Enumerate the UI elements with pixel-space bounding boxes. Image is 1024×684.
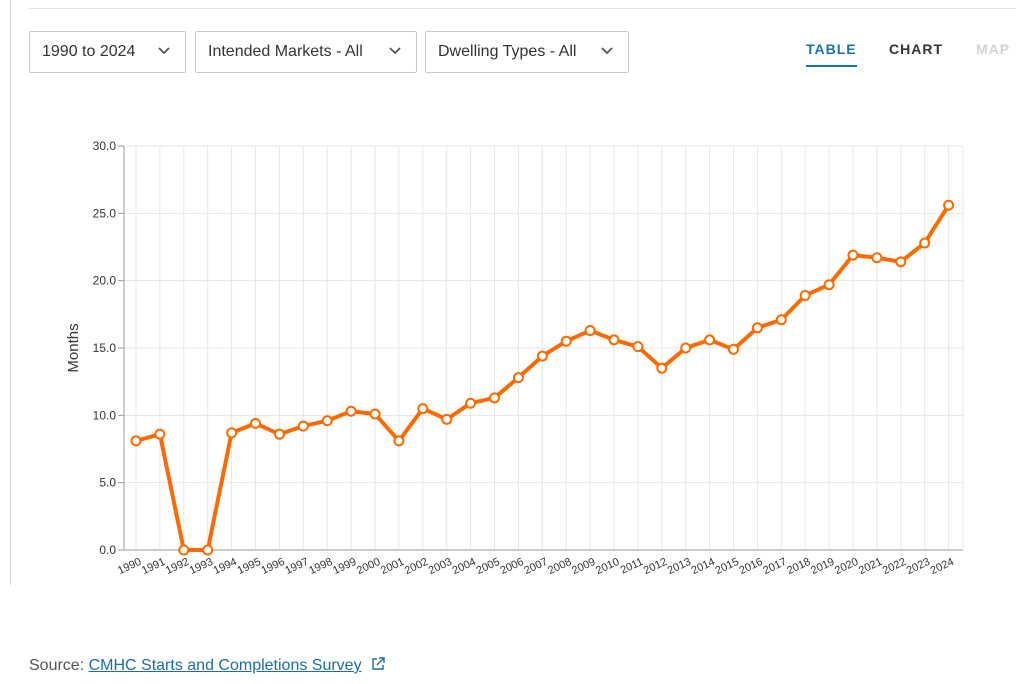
external-link-icon[interactable] (370, 656, 386, 672)
data-point (656, 362, 668, 374)
data-point (823, 279, 835, 291)
data-point (799, 289, 811, 301)
chevron-down-icon (389, 47, 401, 55)
data-point (584, 324, 596, 336)
data-point (895, 256, 907, 268)
source-note: Source: CMHC Starts and Completions Surv… (29, 656, 386, 675)
data-point (680, 342, 692, 354)
data-point (202, 544, 214, 556)
y-tick-label: 20.0 (93, 274, 117, 288)
data-point (560, 335, 572, 347)
chart-grid (124, 145, 964, 551)
data-point (536, 350, 548, 362)
line-chart: 0.0 5.0 10.0 15.0 20.0 25.0 30.0 1990199119921… (65, 139, 964, 577)
tab-chart[interactable]: CHART (889, 41, 943, 57)
tab-map[interactable]: MAP (976, 41, 1011, 57)
data-point (250, 417, 261, 429)
data-point (154, 428, 166, 440)
year-range-value: 1990 to 2024 (42, 43, 136, 60)
dwelling-types-value: Dwelling Types - All (438, 43, 577, 60)
data-point (178, 544, 190, 556)
data-point (704, 334, 716, 346)
data-point (273, 428, 285, 440)
data-point (345, 405, 357, 417)
data-point (919, 237, 931, 249)
data-point (297, 420, 309, 432)
chevron-down-icon (601, 47, 613, 55)
y-tick-label: 30.0 (93, 139, 117, 153)
dwelling-types-dropdown[interactable]: Dwelling Types - All (425, 31, 629, 73)
intended-markets-value: Intended Markets - All (208, 43, 363, 60)
data-point (775, 314, 787, 326)
left-divider (10, 0, 11, 585)
series-months (130, 199, 955, 556)
data-point (847, 249, 859, 261)
y-tick-label: 25.0 (93, 206, 117, 220)
y-tick-label: 10.0 (93, 408, 117, 422)
y-tick-label: 15.0 (93, 341, 117, 355)
data-point (465, 397, 477, 409)
data-point (871, 252, 883, 264)
x-axis-ticks: 1990199119921993199419951996199719981999… (116, 556, 956, 577)
data-point (226, 427, 238, 439)
data-point (369, 408, 381, 420)
data-point (417, 403, 429, 415)
x-tick-label: 2010 (594, 556, 621, 577)
intended-markets-dropdown[interactable]: Intended Markets - All (195, 31, 417, 73)
source-link[interactable]: CMHC Starts and Completions Survey (88, 657, 362, 674)
tab-table[interactable]: TABLE (806, 41, 857, 67)
data-point (441, 413, 453, 425)
chevron-down-icon (158, 47, 170, 55)
data-point (632, 341, 644, 353)
data-point (512, 372, 524, 384)
source-prefix: Source: (29, 657, 89, 674)
data-point (393, 435, 405, 447)
data-point (321, 415, 333, 427)
data-point (728, 343, 739, 355)
data-point (130, 435, 142, 447)
data-point (608, 334, 620, 346)
y-axis-label: Months (65, 323, 82, 372)
top-divider (28, 8, 1016, 9)
year-range-dropdown[interactable]: 1990 to 2024 (29, 31, 186, 73)
y-tick-label: 5.0 (99, 476, 116, 490)
y-axis-ticks: 0.0 5.0 10.0 15.0 20.0 25.0 30.0 (93, 139, 124, 557)
data-point (751, 322, 763, 334)
y-tick-label: 0.0 (99, 543, 116, 557)
data-point (943, 199, 955, 211)
x-tick-label: 2024 (929, 556, 956, 577)
data-point (489, 392, 500, 404)
